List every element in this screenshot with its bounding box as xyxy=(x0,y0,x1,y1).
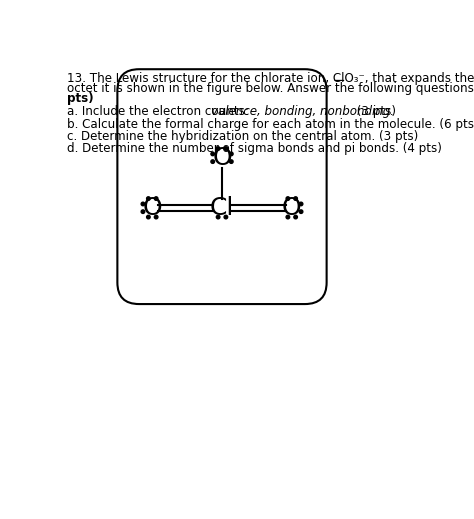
Circle shape xyxy=(141,210,145,213)
Circle shape xyxy=(286,197,290,200)
Circle shape xyxy=(299,202,303,206)
Circle shape xyxy=(216,215,220,219)
Text: pts): pts) xyxy=(67,91,94,104)
Circle shape xyxy=(229,152,233,156)
Text: (3 pts): (3 pts) xyxy=(353,105,396,118)
Text: Cl: Cl xyxy=(210,196,234,220)
Circle shape xyxy=(286,215,290,219)
Text: octet it is shown in the figure below. Answer the following questions: (16: octet it is shown in the figure below. A… xyxy=(67,81,474,94)
Circle shape xyxy=(141,202,145,206)
Text: O: O xyxy=(143,196,162,220)
Text: c. Determine the hybridization on the central atom. (3 pts): c. Determine the hybridization on the ce… xyxy=(67,130,418,143)
Text: 13. The Lewis structure for the chlorate ion, ClO₃⁻, that expands the: 13. The Lewis structure for the chlorate… xyxy=(67,72,474,85)
Circle shape xyxy=(224,215,228,219)
Text: valence, bonding, nonbonding.: valence, bonding, nonbonding. xyxy=(211,105,394,118)
Circle shape xyxy=(294,215,297,219)
Text: O: O xyxy=(212,146,232,170)
Text: d. Determine the number of sigma bonds and pi bonds. (4 pts): d. Determine the number of sigma bonds a… xyxy=(67,142,442,155)
Circle shape xyxy=(224,147,228,151)
Circle shape xyxy=(146,215,150,219)
Circle shape xyxy=(155,215,158,219)
Text: O: O xyxy=(282,196,301,220)
Circle shape xyxy=(216,147,220,151)
Text: a. Include the electron counts:: a. Include the electron counts: xyxy=(67,105,253,118)
Circle shape xyxy=(229,160,233,163)
Circle shape xyxy=(211,152,214,156)
Text: −: − xyxy=(333,73,346,88)
Circle shape xyxy=(146,197,150,200)
Circle shape xyxy=(299,210,303,213)
Circle shape xyxy=(294,197,297,200)
Circle shape xyxy=(211,160,214,163)
Text: b. Calculate the formal charge for each atom in the molecule. (6 pts): b. Calculate the formal charge for each … xyxy=(67,118,474,131)
Circle shape xyxy=(155,197,158,200)
